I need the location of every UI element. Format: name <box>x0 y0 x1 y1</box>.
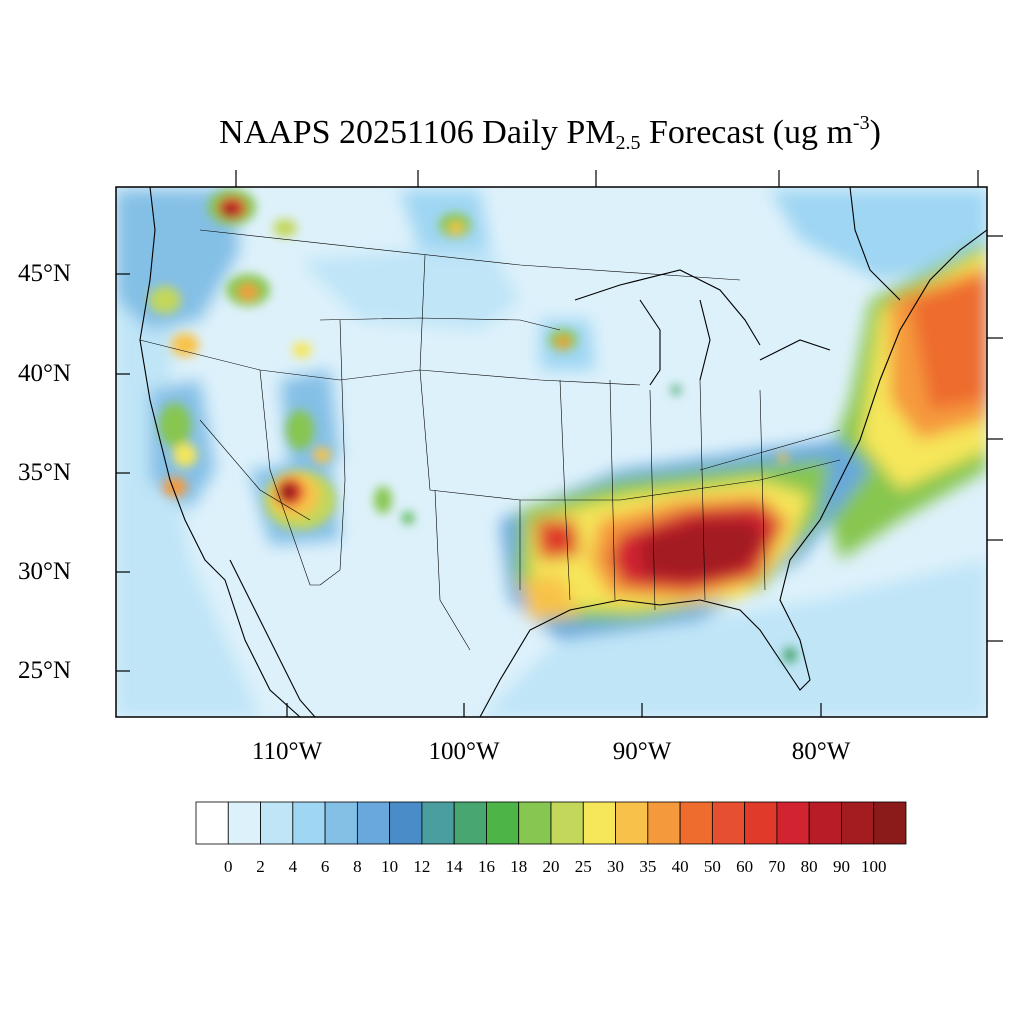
colorbar-swatch <box>453 801 487 845</box>
hotspots <box>149 189 797 663</box>
pollution-field <box>116 187 987 717</box>
colorbar-swatch <box>841 801 875 845</box>
colorbar-label: 12 <box>413 857 431 876</box>
lat-label-40: 40°N <box>18 360 72 387</box>
colorbar-swatch <box>324 801 358 845</box>
colorbar-label: 20 <box>542 857 560 876</box>
colorbar-swatch <box>389 801 423 845</box>
colorbar-label: 0 <box>224 857 233 876</box>
colorbar-label: 16 <box>477 857 495 876</box>
colorbar-swatch <box>292 801 326 845</box>
lat-label-30: 30°N <box>18 558 72 585</box>
colorbar-swatch <box>647 801 681 845</box>
colorbar-swatch <box>260 801 294 845</box>
lat-label-35: 35°N <box>18 459 72 486</box>
colorbar-label: 2 <box>256 857 265 876</box>
colorbar-label: 60 <box>736 857 754 876</box>
colorbar-swatch <box>808 801 842 845</box>
colorbar-label: 25 <box>574 857 592 876</box>
colorbar-label: 30 <box>607 857 625 876</box>
colorbar-swatch <box>873 801 907 845</box>
lat-label-45: 45°N <box>18 260 72 287</box>
colorbar-swatch <box>744 801 778 845</box>
lon-label-90: 90°W <box>612 738 672 765</box>
colorbar-label: 10 <box>381 857 399 876</box>
colorbar-swatch <box>421 801 455 845</box>
colorbar-label: 35 <box>639 857 657 876</box>
colorbar-swatch <box>776 801 810 845</box>
colorbar-swatch <box>550 801 584 845</box>
lon-label-100: 100°W <box>428 738 500 765</box>
colorbar-swatch <box>615 801 649 845</box>
colorbar-label: 14 <box>445 857 463 876</box>
colorbar-label: 18 <box>510 857 528 876</box>
map-title: NAAPS 20251106 Daily PM2.5 Forecast (ug … <box>219 112 881 154</box>
map-frame <box>115 186 988 718</box>
lon-label-110: 110°W <box>251 738 323 765</box>
colorbar-label: 6 <box>320 857 330 876</box>
colorbar-swatch <box>679 801 713 845</box>
colorbar-label: 4 <box>288 857 298 876</box>
colorbar-swatch <box>227 801 261 845</box>
colorbar-label: 100 <box>860 857 887 876</box>
lat-label-25: 25°N <box>18 657 72 684</box>
colorbar-swatch <box>195 801 229 845</box>
colorbar-swatch <box>518 801 552 845</box>
colorbar-label: 8 <box>353 857 362 876</box>
lon-label-80: 80°W <box>791 738 851 765</box>
colorbar-label: 40 <box>671 857 689 876</box>
colorbar-swatch <box>711 801 746 845</box>
colorbar-swatch <box>356 801 391 845</box>
axis-ticks <box>116 170 1003 717</box>
colorbar-label: 80 <box>800 857 818 876</box>
colorbar-swatch <box>582 801 616 845</box>
state-borders <box>139 229 841 651</box>
colorbar-swatch <box>486 801 520 845</box>
coastlines <box>139 187 987 717</box>
colorbar-label: 90 <box>832 857 850 876</box>
colorbar-label: 70 <box>768 857 786 876</box>
colorbar-label: 50 <box>703 857 721 876</box>
